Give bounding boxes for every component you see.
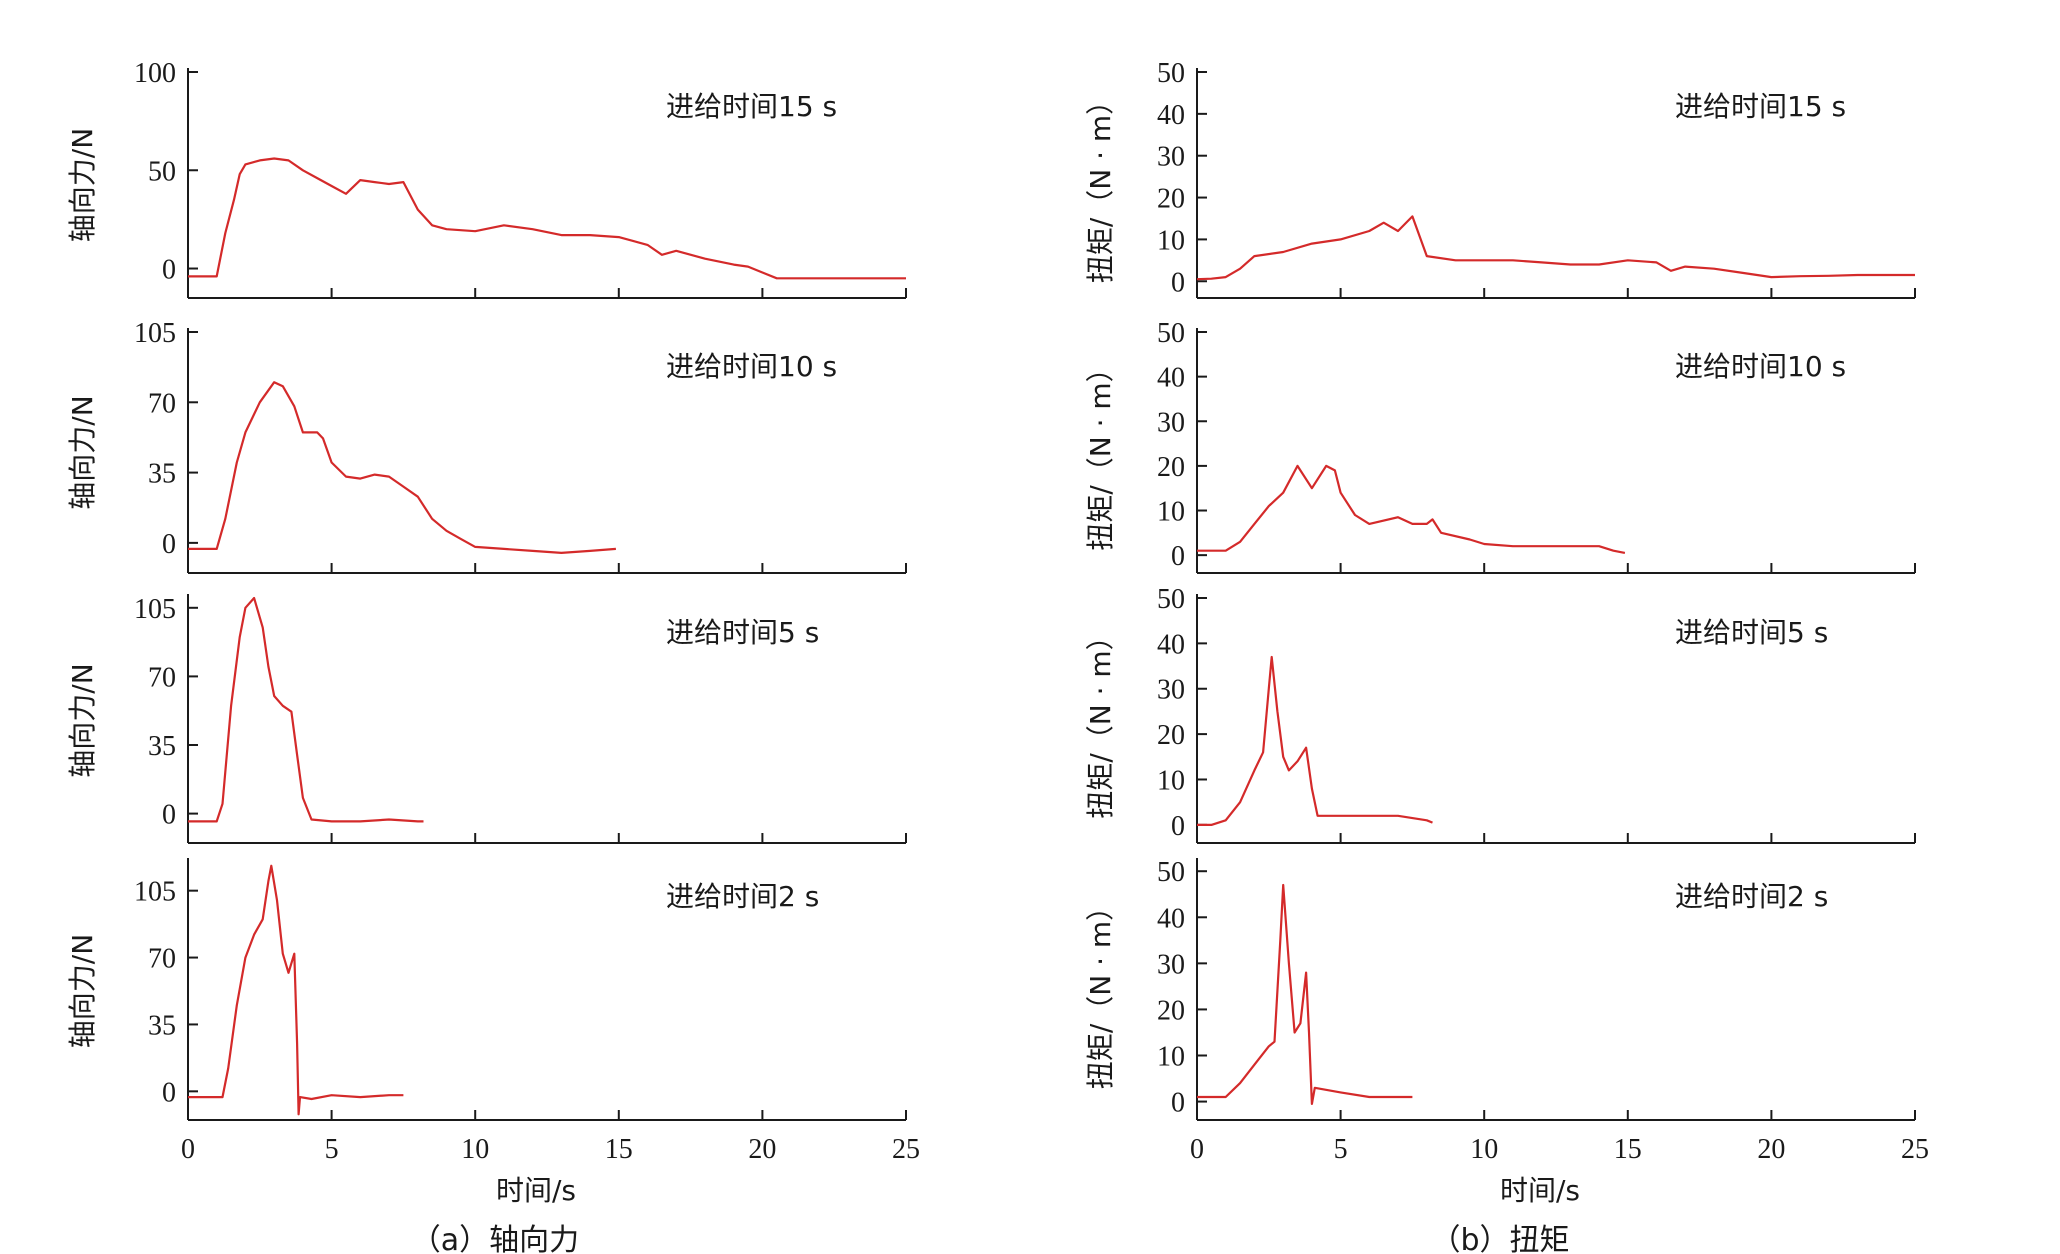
x-tick-label: 15 (1614, 1134, 1642, 1165)
y-tick-label: 100 (134, 58, 176, 89)
x-tick-label: 0 (1190, 1134, 1204, 1165)
series-line (188, 864, 404, 1116)
x-tick-label: 10 (461, 1134, 489, 1165)
y-axis-title: 轴向力/N (66, 663, 99, 777)
x-tick-label: 25 (892, 1134, 920, 1165)
y-tick-label: 10 (1157, 1042, 1185, 1073)
panel-torque-2s: 0 10 20 30 40 50 0 5 10 15 20 25 扭矩/（N · m） 进给时间2 s (1084, 857, 1929, 1165)
y-tick-label: 105 (134, 877, 176, 908)
y-tick-label: 20 (1157, 720, 1185, 751)
y-tick-label: 105 (134, 318, 176, 349)
panel-torque-5s: 0 10 20 30 40 50 扭矩/（N · m） 进给时间5 s (1084, 584, 1916, 844)
x-tick-label: 15 (605, 1134, 633, 1165)
y-tick-label: 105 (134, 594, 176, 625)
y-tick-label: 40 (1157, 100, 1185, 131)
y-tick-label: 0 (1171, 267, 1185, 298)
y-tick-label: 30 (1157, 142, 1185, 173)
y-tick-label: 30 (1157, 675, 1185, 706)
y-tick-label: 10 (1157, 497, 1185, 528)
y-tick-label: 0 (1171, 811, 1185, 842)
series-line (1197, 883, 1413, 1106)
y-tick-label: 40 (1157, 903, 1185, 934)
y-axis-title: 轴向力/N (66, 128, 99, 242)
x-tick-label: 20 (1757, 1134, 1785, 1165)
series-line (1197, 655, 1433, 827)
y-tick-label: 50 (1157, 58, 1185, 89)
y-tick-label: 50 (1157, 318, 1185, 349)
feed-time-annotation: 进给时间15 s (1675, 90, 1846, 123)
x-tick-label: 25 (1901, 1134, 1929, 1165)
caption-torque: （b）扭矩 (1430, 1223, 1569, 1254)
series-line (188, 381, 616, 555)
y-axis-title: 轴向力/N (66, 395, 99, 509)
y-tick-label: 0 (1171, 541, 1185, 572)
y-tick-label: 10 (1157, 765, 1185, 796)
y-tick-label: 50 (1157, 584, 1185, 615)
x-tick-label: 20 (748, 1134, 776, 1165)
y-tick-label: 20 (1157, 995, 1185, 1026)
feed-time-annotation: 进给时间15 s (666, 90, 837, 123)
panel-torque-10s: 0 10 20 30 40 50 扭矩/（N · m） 进给时间10 s (1084, 318, 1916, 574)
y-tick-label: 20 (1157, 452, 1185, 483)
y-tick-label: 0 (162, 800, 176, 831)
series-line (188, 596, 424, 823)
y-tick-label: 0 (162, 1077, 176, 1108)
y-tick-label: 50 (1157, 857, 1185, 888)
x-axis-title-right: 时间/s (1500, 1174, 1580, 1207)
y-tick-label: 35 (148, 731, 176, 762)
caption-axial-force: （a）轴向力 (411, 1223, 579, 1254)
panel-axial-force-10s: 0 35 70 105 轴向力/N 进给时间10 s (66, 318, 907, 574)
y-tick-label: 70 (148, 944, 176, 975)
feed-time-annotation: 进给时间10 s (666, 350, 837, 383)
y-tick-label: 50 (148, 156, 176, 187)
feed-time-annotation: 进给时间5 s (666, 616, 819, 649)
feed-time-annotation: 进给时间2 s (1675, 880, 1828, 913)
y-axis-title: 扭矩/（N · m） (1084, 893, 1117, 1089)
y-tick-label: 10 (1157, 225, 1185, 256)
panel-axial-force-5s: 0 35 70 105 轴向力/N 进给时间5 s (66, 594, 907, 844)
feed-time-annotation: 进给时间5 s (1675, 616, 1828, 649)
y-tick-label: 70 (148, 388, 176, 419)
series-line (1196, 215, 1915, 281)
y-tick-label: 40 (1157, 363, 1185, 394)
y-tick-label: 35 (148, 1010, 176, 1041)
y-tick-label: 70 (148, 662, 176, 693)
panel-axial-force-15s: 0 50 100 轴向力/N 进给时间15 s (66, 58, 907, 299)
y-axis-title: 扭矩/（N · m） (1084, 87, 1117, 283)
y-tick-label: 40 (1157, 629, 1185, 660)
y-axis-title: 扭矩/（N · m） (1084, 622, 1117, 818)
feed-time-annotation: 进给时间10 s (1675, 350, 1846, 383)
x-tick-label: 5 (1334, 1134, 1348, 1165)
y-tick-label: 0 (162, 255, 176, 286)
y-tick-label: 30 (1157, 949, 1185, 980)
panel-torque-15s: 0 10 20 30 40 50 扭矩/（N · m） 进给时间15 s (1084, 58, 1916, 299)
panel-axial-force-2s: 0 35 70 105 0 5 10 15 20 25 轴向力/N 进给时间2 s (66, 858, 920, 1165)
series-line (1197, 464, 1626, 554)
x-tick-label: 5 (325, 1134, 339, 1165)
x-tick-label: 10 (1470, 1134, 1498, 1165)
series-line (188, 157, 906, 280)
x-tick-label: 0 (181, 1134, 195, 1165)
y-tick-label: 0 (162, 529, 176, 560)
y-tick-label: 20 (1157, 184, 1185, 215)
y-axis-title: 扭矩/（N · m） (1084, 354, 1117, 550)
y-axis-title: 轴向力/N (66, 934, 99, 1048)
y-tick-label: 35 (148, 459, 176, 490)
y-tick-label: 30 (1157, 407, 1185, 438)
y-tick-label: 0 (1171, 1088, 1185, 1119)
feed-time-annotation: 进给时间2 s (666, 880, 819, 913)
x-axis-title-left: 时间/s (496, 1174, 576, 1207)
